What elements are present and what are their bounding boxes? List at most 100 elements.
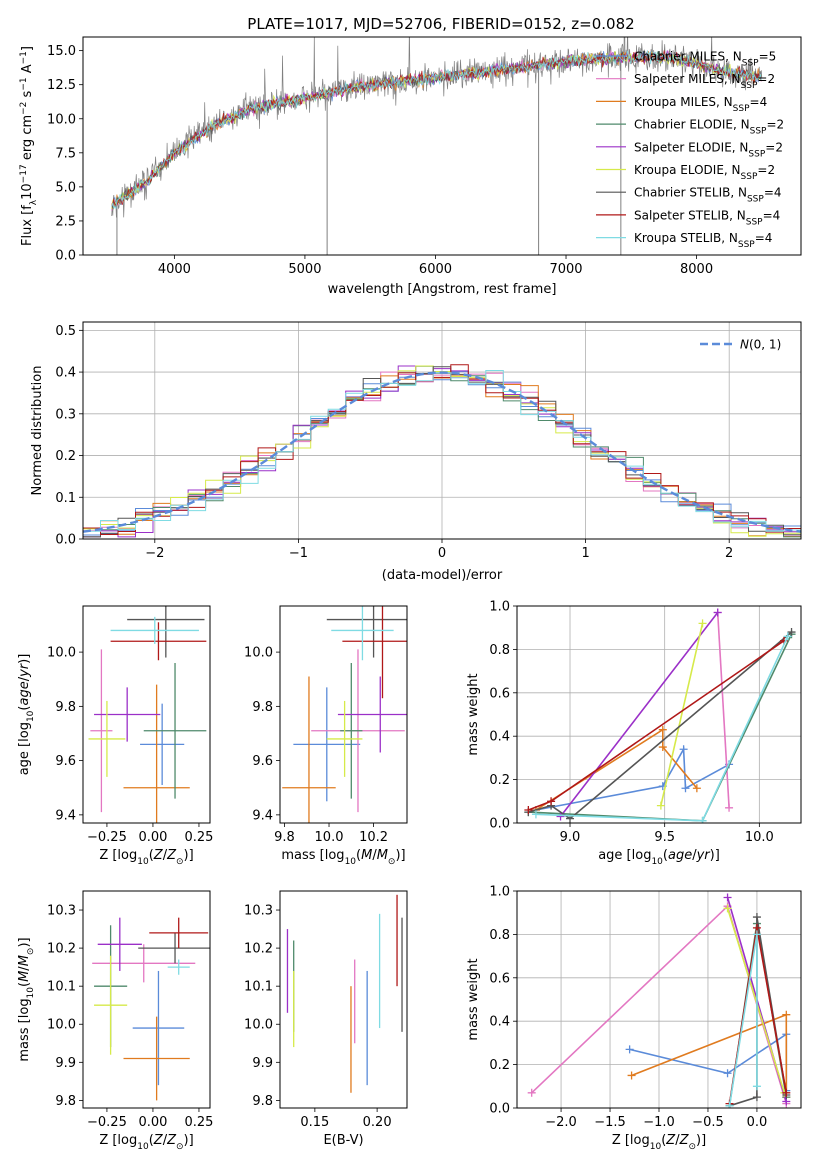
y-tick-label: 10.2 [244, 942, 273, 957]
axes-frame [516, 890, 802, 1109]
weight-line [728, 923, 788, 1106]
axes-layer: 4000 5000 6000 7000 80000.02.55.07.510.012.5… [17, 36, 802, 1152]
y-tick-label: 10.0 [244, 646, 273, 661]
plot-area-spectrum [111, 37, 763, 255]
y-axis-label: Flux [fλ10−17 erg cm−2 s−1 A−1] [19, 46, 39, 246]
weight-marker [725, 803, 734, 812]
x-tick-label: 0.25 [184, 830, 213, 845]
axes-frame [279, 605, 408, 824]
x-tick-label: 6000 [419, 262, 452, 277]
y-tick-label: 0.0 [489, 1102, 510, 1117]
weight-line [559, 612, 719, 817]
axes-frame [516, 605, 802, 824]
x-tick-label: −0.25 [87, 830, 127, 845]
y-tick-label: 10.3 [47, 904, 76, 919]
x-tick-label: −1.0 [643, 1115, 675, 1130]
y-tick-label: 9.8 [252, 700, 273, 715]
x-axis-label: age [log10(age/yr)] [598, 848, 720, 867]
y-tick-label: 7.5 [55, 146, 76, 161]
chart-residuals: −2 −1 0 1 2 0.0 0.1 0.2 0.3 0.4 0.5 (data-model)/er… [30, 321, 802, 583]
y-tick-label: 15.0 [47, 44, 76, 59]
x-axis-label: E(B-V) [323, 1133, 363, 1148]
legend-label: Chabrier MILES, NSSP=5 [634, 50, 776, 69]
weight-marker [752, 913, 761, 922]
legend-label: Chabrier STELIB, NSSP=4 [634, 186, 782, 205]
x-tick-label: 0.00 [138, 830, 167, 845]
chart-mass_vs_ebv: 0.15 0.20 9.8 9.9 10.0 10.1 10.2 10.3 E(B-V) [244, 890, 408, 1148]
y-tick-label: 5.0 [55, 180, 76, 195]
weight-marker [627, 1071, 636, 1080]
y-axis-label: mass weight [466, 673, 481, 755]
y-tick-label: 10.2 [47, 942, 76, 957]
y-tick-label: 12.5 [47, 78, 76, 93]
y-tick-label: 10.1 [47, 980, 76, 995]
weight-marker [524, 805, 533, 814]
y-tick-label: 10.0 [47, 112, 76, 127]
axes-frame [279, 890, 408, 1109]
weight-marker [723, 1069, 732, 1078]
weight-marker [556, 812, 565, 821]
plot-area-residuals [83, 364, 801, 539]
y-tick-label: 0.2 [55, 449, 76, 464]
chart-age_vs_mass: 9.8 10.0 10.2 9.4 9.6 9.8 10.0 mass [log10(M/M⊙… [244, 605, 408, 867]
y-axis-label: age [log10(age/yr)] [17, 654, 36, 776]
x-tick-label: −0.25 [87, 1115, 127, 1130]
x-tick-label: 5000 [288, 262, 321, 277]
weight-marker [658, 725, 667, 734]
y-axis-label: mass weight [466, 958, 481, 1040]
legend-label: Kroupa STELIB, NSSP=4 [634, 231, 772, 250]
y-tick-label: 0.3 [55, 407, 76, 422]
y-tick-label: 9.4 [55, 808, 76, 823]
weight-line [528, 640, 785, 811]
y-tick-label: 0.6 [489, 971, 510, 986]
legend-label: Salpeter ELODIE, NSSP=2 [634, 140, 783, 159]
y-tick-label: 0.1 [55, 491, 76, 506]
weight-marker [547, 797, 556, 806]
x-tick-label: 4000 [158, 262, 191, 277]
y-tick-label: 2.5 [55, 214, 76, 229]
y-tick-label: 9.8 [252, 1094, 273, 1109]
weight-line [660, 623, 704, 806]
chart-weight_vs_Z: −2.0 −1.5 −1.0 −0.5 0.0 0.0 0.2 0.4 0.6 0.8 1.0 mas… [466, 885, 802, 1152]
legend-label: Chabrier ELODIE, NSSP=2 [634, 118, 784, 137]
weight-marker [783, 632, 792, 641]
y-tick-label: 0.0 [55, 533, 76, 548]
x-tick-label: 9.8 [274, 830, 295, 845]
y-tick-label: 0.2 [489, 773, 510, 788]
y-tick-label: 9.4 [252, 808, 273, 823]
x-tick-label: 10.2 [359, 830, 388, 845]
legend-label: Salpeter MILES, NSSP=2 [634, 72, 775, 91]
weight-marker [752, 1082, 761, 1091]
y-tick-label: 10.1 [244, 980, 273, 995]
x-tick-label: 0.0 [747, 1115, 768, 1130]
y-tick-label: 0.2 [489, 1058, 510, 1073]
y-tick-label: 0.0 [55, 249, 76, 264]
legend-label: Kroupa ELODIE, NSSP=2 [634, 163, 775, 182]
y-tick-label: 0.6 [489, 686, 510, 701]
y-tick-label: 0.4 [489, 730, 510, 745]
plot-area-weight_vs_age [524, 608, 796, 823]
y-tick-label: 9.9 [55, 1056, 76, 1071]
y-tick-label: 0.0 [489, 817, 510, 832]
model-fit-line [111, 50, 762, 210]
weight-line [535, 728, 698, 811]
x-tick-label: 7000 [549, 262, 582, 277]
x-tick-label: 0.00 [138, 1115, 167, 1130]
y-axis-label: Normed distribution [30, 366, 45, 496]
y-tick-label: 0.8 [489, 928, 510, 943]
axes-frame [82, 321, 802, 540]
y-axis-label: mass [log10(M/M⊙)] [17, 937, 36, 1061]
y-tick-label: 9.8 [55, 1094, 76, 1109]
chart-age_vs_Z: −0.25 0.00 0.25 9.4 9.6 9.8 10.0 Z [log10(Z/Z⊙)… [17, 605, 213, 867]
y-tick-label: 0.5 [55, 324, 76, 339]
y-tick-label: 10.0 [47, 646, 76, 661]
x-tick-label: 9.0 [560, 830, 581, 845]
y-tick-label: 10.3 [244, 904, 273, 919]
x-tick-label: 2 [725, 546, 733, 561]
weight-line [528, 631, 793, 820]
weight-marker [527, 1088, 536, 1097]
x-tick-label: −0.5 [692, 1115, 724, 1130]
x-tick-label: −2.0 [545, 1115, 577, 1130]
x-axis-label: Z [log10(Z/Z⊙)] [99, 1133, 193, 1152]
x-tick-label: −2 [145, 546, 164, 561]
